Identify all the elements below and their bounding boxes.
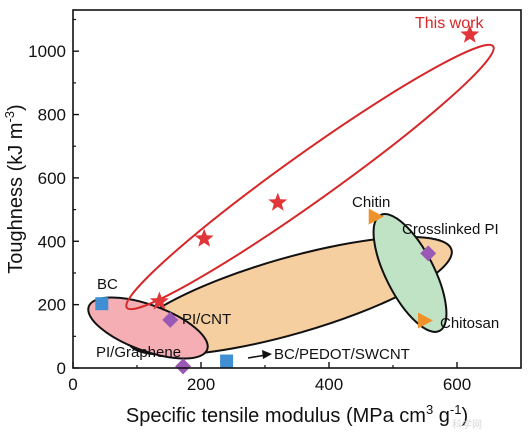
point-pi-cnt bbox=[162, 311, 179, 328]
label-pi-cnt: PI/CNT bbox=[182, 311, 231, 328]
watermark: 科学网 bbox=[452, 418, 482, 431]
label-chitin: Chitin bbox=[352, 194, 390, 211]
bc-pedot-arrow bbox=[247, 350, 272, 359]
point-this-work bbox=[268, 192, 288, 211]
data-markers bbox=[95, 24, 480, 375]
label-bc: BC bbox=[97, 276, 118, 293]
point-this-work bbox=[149, 291, 169, 310]
y-tick-label: 800 bbox=[38, 106, 66, 125]
point-this-work bbox=[460, 24, 480, 43]
point-chitosan bbox=[418, 312, 433, 329]
x-tick-label: 0 bbox=[68, 375, 77, 394]
x-axis-title: Specific tensile modulus (MPa cm3 g-1) bbox=[126, 402, 468, 427]
region-this-work bbox=[125, 43, 495, 311]
point-this-work bbox=[194, 228, 214, 247]
label-pi-graphene: PI/Graphene bbox=[96, 344, 181, 361]
y-tick-label: 1000 bbox=[28, 42, 66, 61]
plot-frame bbox=[72, 9, 522, 369]
label-this-work: This work bbox=[415, 15, 484, 32]
axis-ticks bbox=[72, 18, 458, 369]
point-crosslinked-pi bbox=[420, 245, 437, 262]
point-bc-pedot-swcnt bbox=[220, 354, 234, 368]
y-tick-label: 600 bbox=[38, 169, 66, 188]
point-chitin bbox=[368, 208, 384, 225]
label-chitosan: Chitosan bbox=[440, 315, 499, 332]
y-axis-title: Toughness (kJ m-3) bbox=[2, 104, 27, 273]
point-bc bbox=[95, 297, 109, 311]
y-tick-label: 200 bbox=[38, 296, 66, 315]
x-tick-label: 600 bbox=[443, 375, 471, 394]
x-tick-label: 200 bbox=[187, 375, 215, 394]
y-tick-label: 0 bbox=[57, 359, 66, 378]
axis-tick-labels: 0 200 400 600 0 200 400 600 800 1000 bbox=[28, 42, 471, 394]
y-tick-label: 400 bbox=[38, 232, 66, 251]
point-pi-graphene bbox=[175, 358, 192, 375]
label-crosslinked-pi: Crosslinked PI bbox=[402, 221, 499, 238]
x-tick-label: 400 bbox=[315, 375, 343, 394]
label-bc-pedot-swcnt: BC/PEDOT/SWCNT bbox=[274, 346, 410, 363]
